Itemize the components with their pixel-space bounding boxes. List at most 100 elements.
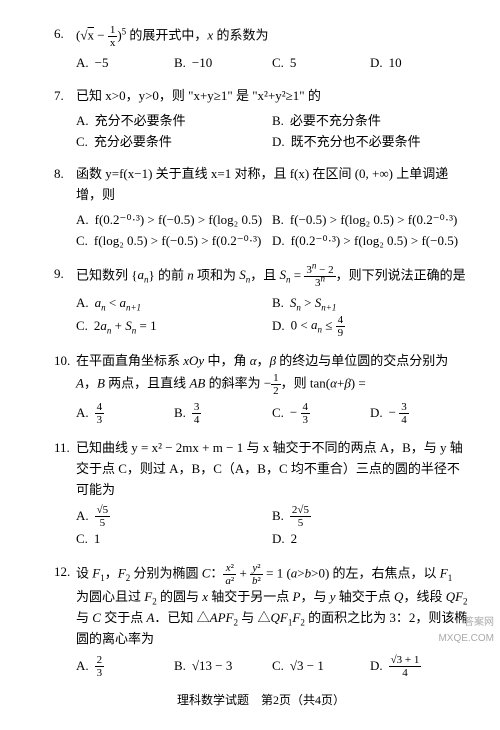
options: A.23B.√13 − 3C.√3 − 1D.√3 + 14 xyxy=(54,654,468,679)
option-value: f(0.2⁻⁰·³) > f(−0.5) > f(log₂ 0.5) xyxy=(95,210,262,231)
option-value: 必要不充分条件 xyxy=(290,111,381,132)
option-value: 1 xyxy=(94,529,101,550)
option: A.充分不必要条件 xyxy=(76,111,272,132)
question-number: 9. xyxy=(54,264,76,285)
question-number: 12. xyxy=(54,562,76,583)
option: C. √3 − 1 xyxy=(272,654,370,679)
option-label: A. xyxy=(76,403,89,424)
option-label: C. xyxy=(76,316,88,337)
question: 11.已知曲线 y = x² − 2mx + m − 1 与 x 轴交于不同的两… xyxy=(54,438,468,550)
option: C. f(log₂ 0.5) > f(−0.5) > f(0.2⁻⁰·³) xyxy=(76,231,272,252)
option-value: 充分必要条件 xyxy=(94,132,172,153)
option: A.43 xyxy=(76,401,174,426)
option-value: − 43 xyxy=(290,401,310,426)
option: C. − 43 xyxy=(272,401,370,426)
option: A. f(0.2⁻⁰·³) > f(−0.5) > f(log₂ 0.5) xyxy=(76,210,272,231)
option-value: f(0.2⁻⁰·³) > f(log₂ 0.5) > f(−0.5) xyxy=(291,231,458,252)
watermark: 答案网 MXQE.COM xyxy=(438,615,494,647)
question-number: 8. xyxy=(54,164,76,185)
option: D.√3 + 14 xyxy=(370,654,468,679)
option-value: f(log₂ 0.5) > f(−0.5) > f(0.2⁻⁰·³) xyxy=(94,231,261,252)
option: B. Sn > Sn+1 xyxy=(272,293,468,314)
question: 8.函数 y=f(x−1) 关于直线 x=1 对称，且 f(x) 在区间 (0,… xyxy=(54,164,468,251)
options: A. f(0.2⁻⁰·³) > f(−0.5) > f(log₂ 0.5) B. f(… xyxy=(54,210,468,252)
option-value: − 34 xyxy=(389,401,409,426)
watermark-line2: MXQE.COM xyxy=(438,631,494,647)
question: 7.已知 x>0，y>0，则 "x+y≥1" 是 "x²+y²≥1" 的 A.充分… xyxy=(54,86,468,152)
option-value: 34 xyxy=(192,401,202,426)
watermark-line1: 答案网 xyxy=(438,615,494,631)
option-value: f(−0.5) > f(log₂ 0.5) > f(0.2⁻⁰·³) xyxy=(290,210,457,231)
option-label: B. xyxy=(272,506,284,527)
option: D. 0 < an ≤ 49 xyxy=(272,314,468,339)
option-label: C. xyxy=(272,53,284,74)
option-value: 0 < an ≤ 49 xyxy=(291,314,345,339)
option-label: A. xyxy=(76,53,89,74)
option-value: √3 − 1 xyxy=(290,656,324,677)
option-value: 5 xyxy=(290,53,297,74)
question-text: 已知数列 {an} 的前 n 项和为 Sn，且 Sn = 3n − 23n，则下… xyxy=(76,264,466,289)
option-label: D. xyxy=(370,53,383,74)
option-value: 23 xyxy=(95,654,105,679)
option: D. 2 xyxy=(272,529,468,550)
option-label: B. xyxy=(272,293,284,314)
option-value: 充分不必要条件 xyxy=(95,111,186,132)
option-value: √13 − 3 xyxy=(192,656,232,677)
option-label: A. xyxy=(76,293,89,314)
option: A. −5 xyxy=(76,53,174,74)
option: C.1 xyxy=(76,529,272,550)
question-text: 在平面直角坐标系 xOy 中，角 α，β 的终边与单位圆的交点分别为 A，B 两… xyxy=(76,351,468,397)
option: D. − 34 xyxy=(370,401,468,426)
question: 6.(√x − 1x)5 的展开式中，x 的系数为A.−5B.−10C.5D.1… xyxy=(54,24,468,74)
option-label: A. xyxy=(76,506,89,527)
option: A. an < an+1 xyxy=(76,293,272,314)
option-label: C. xyxy=(272,403,284,424)
option-value: −10 xyxy=(192,53,212,74)
option-label: D. xyxy=(370,403,383,424)
question-text: (√x − 1x)5 的展开式中，x 的系数为 xyxy=(76,24,268,49)
option-label: D. xyxy=(272,529,285,550)
option-label: C. xyxy=(76,231,88,252)
option-label: B. xyxy=(174,656,186,677)
option-label: B. xyxy=(272,210,284,231)
option: B. 2√55 xyxy=(272,504,468,529)
option: C.充分必要条件 xyxy=(76,132,272,153)
question-text: 已知曲线 y = x² − 2mx + m − 1 与 x 轴交于不同的两点 A… xyxy=(76,438,468,500)
option-label: D. xyxy=(272,132,285,153)
question: 10.在平面直角坐标系 xOy 中，角 α，β 的终边与单位圆的交点分别为 A，… xyxy=(54,351,468,426)
option-value: an < an+1 xyxy=(95,293,141,314)
question-number: 7. xyxy=(54,86,76,107)
option-value: Sn > Sn+1 xyxy=(290,293,336,314)
question-text: 已知 x>0，y>0，则 "x+y≥1" 是 "x²+y²≥1" 的 xyxy=(76,86,321,107)
question-number: 10. xyxy=(54,351,76,372)
option-label: D. xyxy=(272,231,285,252)
option: B. 34 xyxy=(174,401,272,426)
option-label: A. xyxy=(76,210,89,231)
option-value: √3 + 14 xyxy=(389,654,422,679)
options: A. −5 B. −10 C. 5 D.10 xyxy=(54,53,468,74)
option-value: 2an + Sn = 1 xyxy=(94,316,157,337)
option-value: 既不充分也不必要条件 xyxy=(291,132,421,153)
option: C. 2an + Sn = 1 xyxy=(76,314,272,339)
option-value: 2 xyxy=(291,529,298,550)
exam-page: 6.(√x − 1x)5 的展开式中，x 的系数为A.−5B.−10C.5D.1… xyxy=(54,24,468,679)
option-value: √55 xyxy=(95,504,111,529)
option-label: D. xyxy=(272,316,285,337)
question-text: 设 F1，F2 分别为椭圆 C：x²a² + y²b² = 1 (a>b>0) … xyxy=(76,562,468,650)
option: B. f(−0.5) > f(log₂ 0.5) > f(0.2⁻⁰·³) xyxy=(272,210,468,231)
question-number: 11. xyxy=(54,438,76,459)
option: D.10 xyxy=(370,53,468,74)
option-value: −5 xyxy=(95,53,109,74)
option-label: C. xyxy=(272,656,284,677)
options: A.43B. 34 C. − 43 D. − 34 xyxy=(54,401,468,426)
option: B. −10 xyxy=(174,53,272,74)
question: 9.已知数列 {an} 的前 n 项和为 Sn，且 Sn = 3n − 23n，… xyxy=(54,264,468,339)
option: D. f(0.2⁻⁰·³) > f(log₂ 0.5) > f(−0.5) xyxy=(272,231,468,252)
options: A.充分不必要条件B.必要不充分条件C.充分必要条件D.既不充分也不必要条件 xyxy=(54,111,468,153)
page-footer: 理科数学试题 第2页（共4页） xyxy=(54,691,468,710)
option-label: B. xyxy=(174,53,186,74)
option-label: B. xyxy=(174,403,186,424)
options: A. √55 B. 2√55 C.1D. 2 xyxy=(54,504,468,550)
question: 12.设 F1，F2 分别为椭圆 C：x²a² + y²b² = 1 (a>b>… xyxy=(54,562,468,679)
option-value: 2√55 xyxy=(290,504,311,529)
